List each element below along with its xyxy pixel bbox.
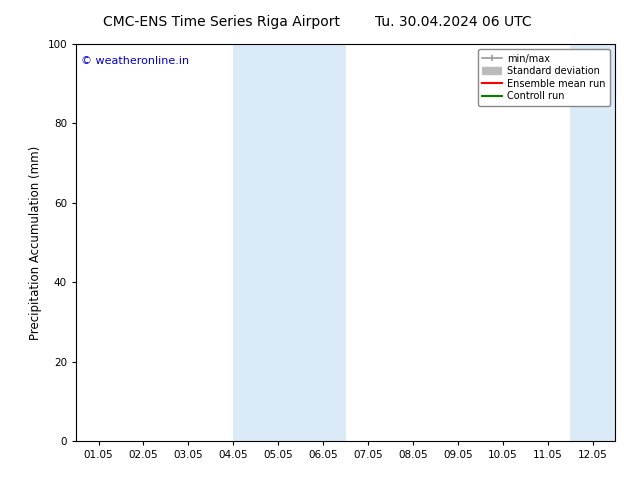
- Text: CMC-ENS Time Series Riga Airport        Tu. 30.04.2024 06 UTC: CMC-ENS Time Series Riga Airport Tu. 30.…: [103, 15, 531, 29]
- Legend: min/max, Standard deviation, Ensemble mean run, Controll run: min/max, Standard deviation, Ensemble me…: [477, 49, 610, 106]
- Text: © weatheronline.in: © weatheronline.in: [81, 56, 190, 66]
- Y-axis label: Precipitation Accumulation (mm): Precipitation Accumulation (mm): [29, 146, 42, 340]
- Bar: [570, 44, 634, 441]
- Bar: [233, 44, 346, 441]
